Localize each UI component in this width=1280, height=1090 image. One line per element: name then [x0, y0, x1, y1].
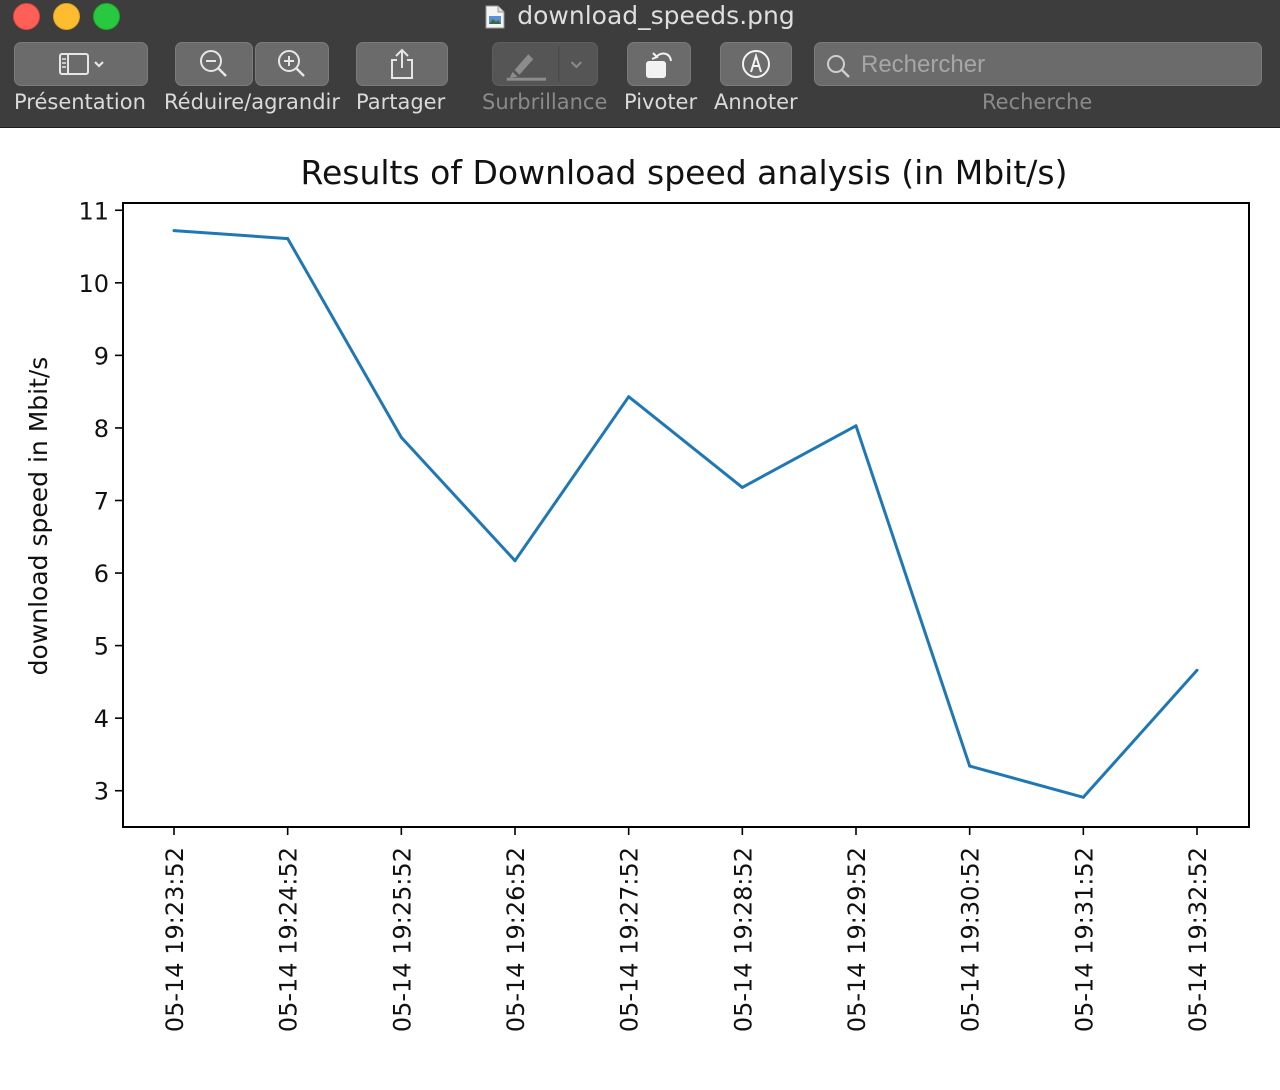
series-line — [173, 229, 1199, 799]
x-tick-label: 05-14 19:24:52 — [275, 847, 303, 1032]
y-tick-label: 3 — [94, 778, 109, 806]
maximize-window-button[interactable] — [93, 3, 120, 30]
data-point — [1195, 668, 1199, 672]
rotate-button[interactable] — [627, 42, 691, 86]
data-point — [286, 237, 290, 241]
y-tick-label: 8 — [94, 415, 109, 443]
x-tick-label: 05-14 19:28:52 — [729, 847, 757, 1032]
zoom-in-button[interactable] — [255, 42, 329, 86]
y-axis-label: download speed in Mbit/s — [24, 357, 53, 676]
highlighter-icon — [506, 46, 582, 82]
data-point — [172, 229, 176, 233]
annotate-label: Annoter — [714, 90, 798, 114]
y-tick-label: 10 — [78, 270, 109, 298]
data-point — [399, 435, 403, 439]
rotate-label: Pivoter — [624, 90, 698, 114]
annotate-button[interactable] — [720, 42, 792, 86]
axes: 3 4 5 6 7 8 9 10 11 05-14 19:23:52 05-14 19:24:52 0… — [78, 197, 1212, 1032]
x-tick-label: 05-14 19:29:52 — [843, 847, 871, 1032]
zoom-out-icon — [200, 50, 227, 77]
y-tick-label: 9 — [94, 342, 109, 370]
share-label: Partager — [356, 90, 446, 114]
zoom-out-button[interactable] — [175, 42, 253, 86]
chart-title: Results of Download speed analysis (in M… — [301, 153, 1068, 192]
png-file-icon — [485, 5, 505, 29]
highlight-label: Surbrillance — [482, 90, 608, 114]
x-tick-label: 05-14 19:32:52 — [1184, 847, 1212, 1032]
sidebar-view-button[interactable] — [14, 42, 148, 86]
plot-frame — [122, 202, 1250, 828]
data-point — [740, 485, 744, 489]
data-point — [1081, 795, 1085, 799]
window-title: download_speeds.png — [0, 0, 1280, 32]
x-tick-label: 05-14 19:27:52 — [616, 847, 644, 1032]
presentation-label: Présentation — [14, 90, 146, 114]
download-speed-chart: Results of Download speed analysis (in M… — [24, 153, 1250, 1032]
sidebar-icon — [59, 53, 104, 75]
search-input[interactable] — [859, 47, 1253, 83]
x-tick-label: 05-14 19:31:52 — [1070, 847, 1098, 1032]
y-tick-label: 7 — [94, 487, 109, 515]
rotate-left-icon — [646, 52, 672, 78]
data-point — [627, 395, 631, 399]
y-tick-label: 4 — [94, 705, 109, 733]
x-tick-label: 05-14 19:23:52 — [161, 847, 189, 1032]
data-point — [968, 764, 972, 768]
close-window-button[interactable] — [13, 3, 40, 30]
x-tick-label: 05-14 19:26:52 — [502, 847, 530, 1032]
y-tick-label: 6 — [94, 560, 109, 588]
y-tick-label: 5 — [94, 633, 109, 661]
search-label: Recherche — [982, 90, 1093, 114]
data-point — [513, 559, 517, 563]
window-title-text: download_speeds.png — [517, 1, 795, 30]
image-canvas: Results of Download speed analysis (in M… — [0, 128, 1280, 1086]
markup-pen-icon — [742, 50, 770, 78]
zoom-label: Réduire/agrandir — [164, 90, 341, 114]
search-icon — [827, 55, 850, 78]
data-point — [854, 424, 858, 428]
x-tick-label: 05-14 19:30:52 — [957, 847, 985, 1032]
minimize-window-button[interactable] — [53, 3, 80, 30]
toolbar: download_speeds.png Présentation — [0, 0, 1280, 128]
x-tick-label: 05-14 19:25:52 — [388, 847, 416, 1032]
share-button[interactable] — [356, 42, 448, 86]
series-layer — [172, 229, 1199, 799]
search-field[interactable] — [814, 42, 1262, 86]
y-tick-label: 11 — [78, 197, 109, 225]
share-icon — [391, 48, 413, 79]
highlight-button[interactable] — [492, 42, 598, 86]
zoom-in-icon — [278, 50, 305, 77]
